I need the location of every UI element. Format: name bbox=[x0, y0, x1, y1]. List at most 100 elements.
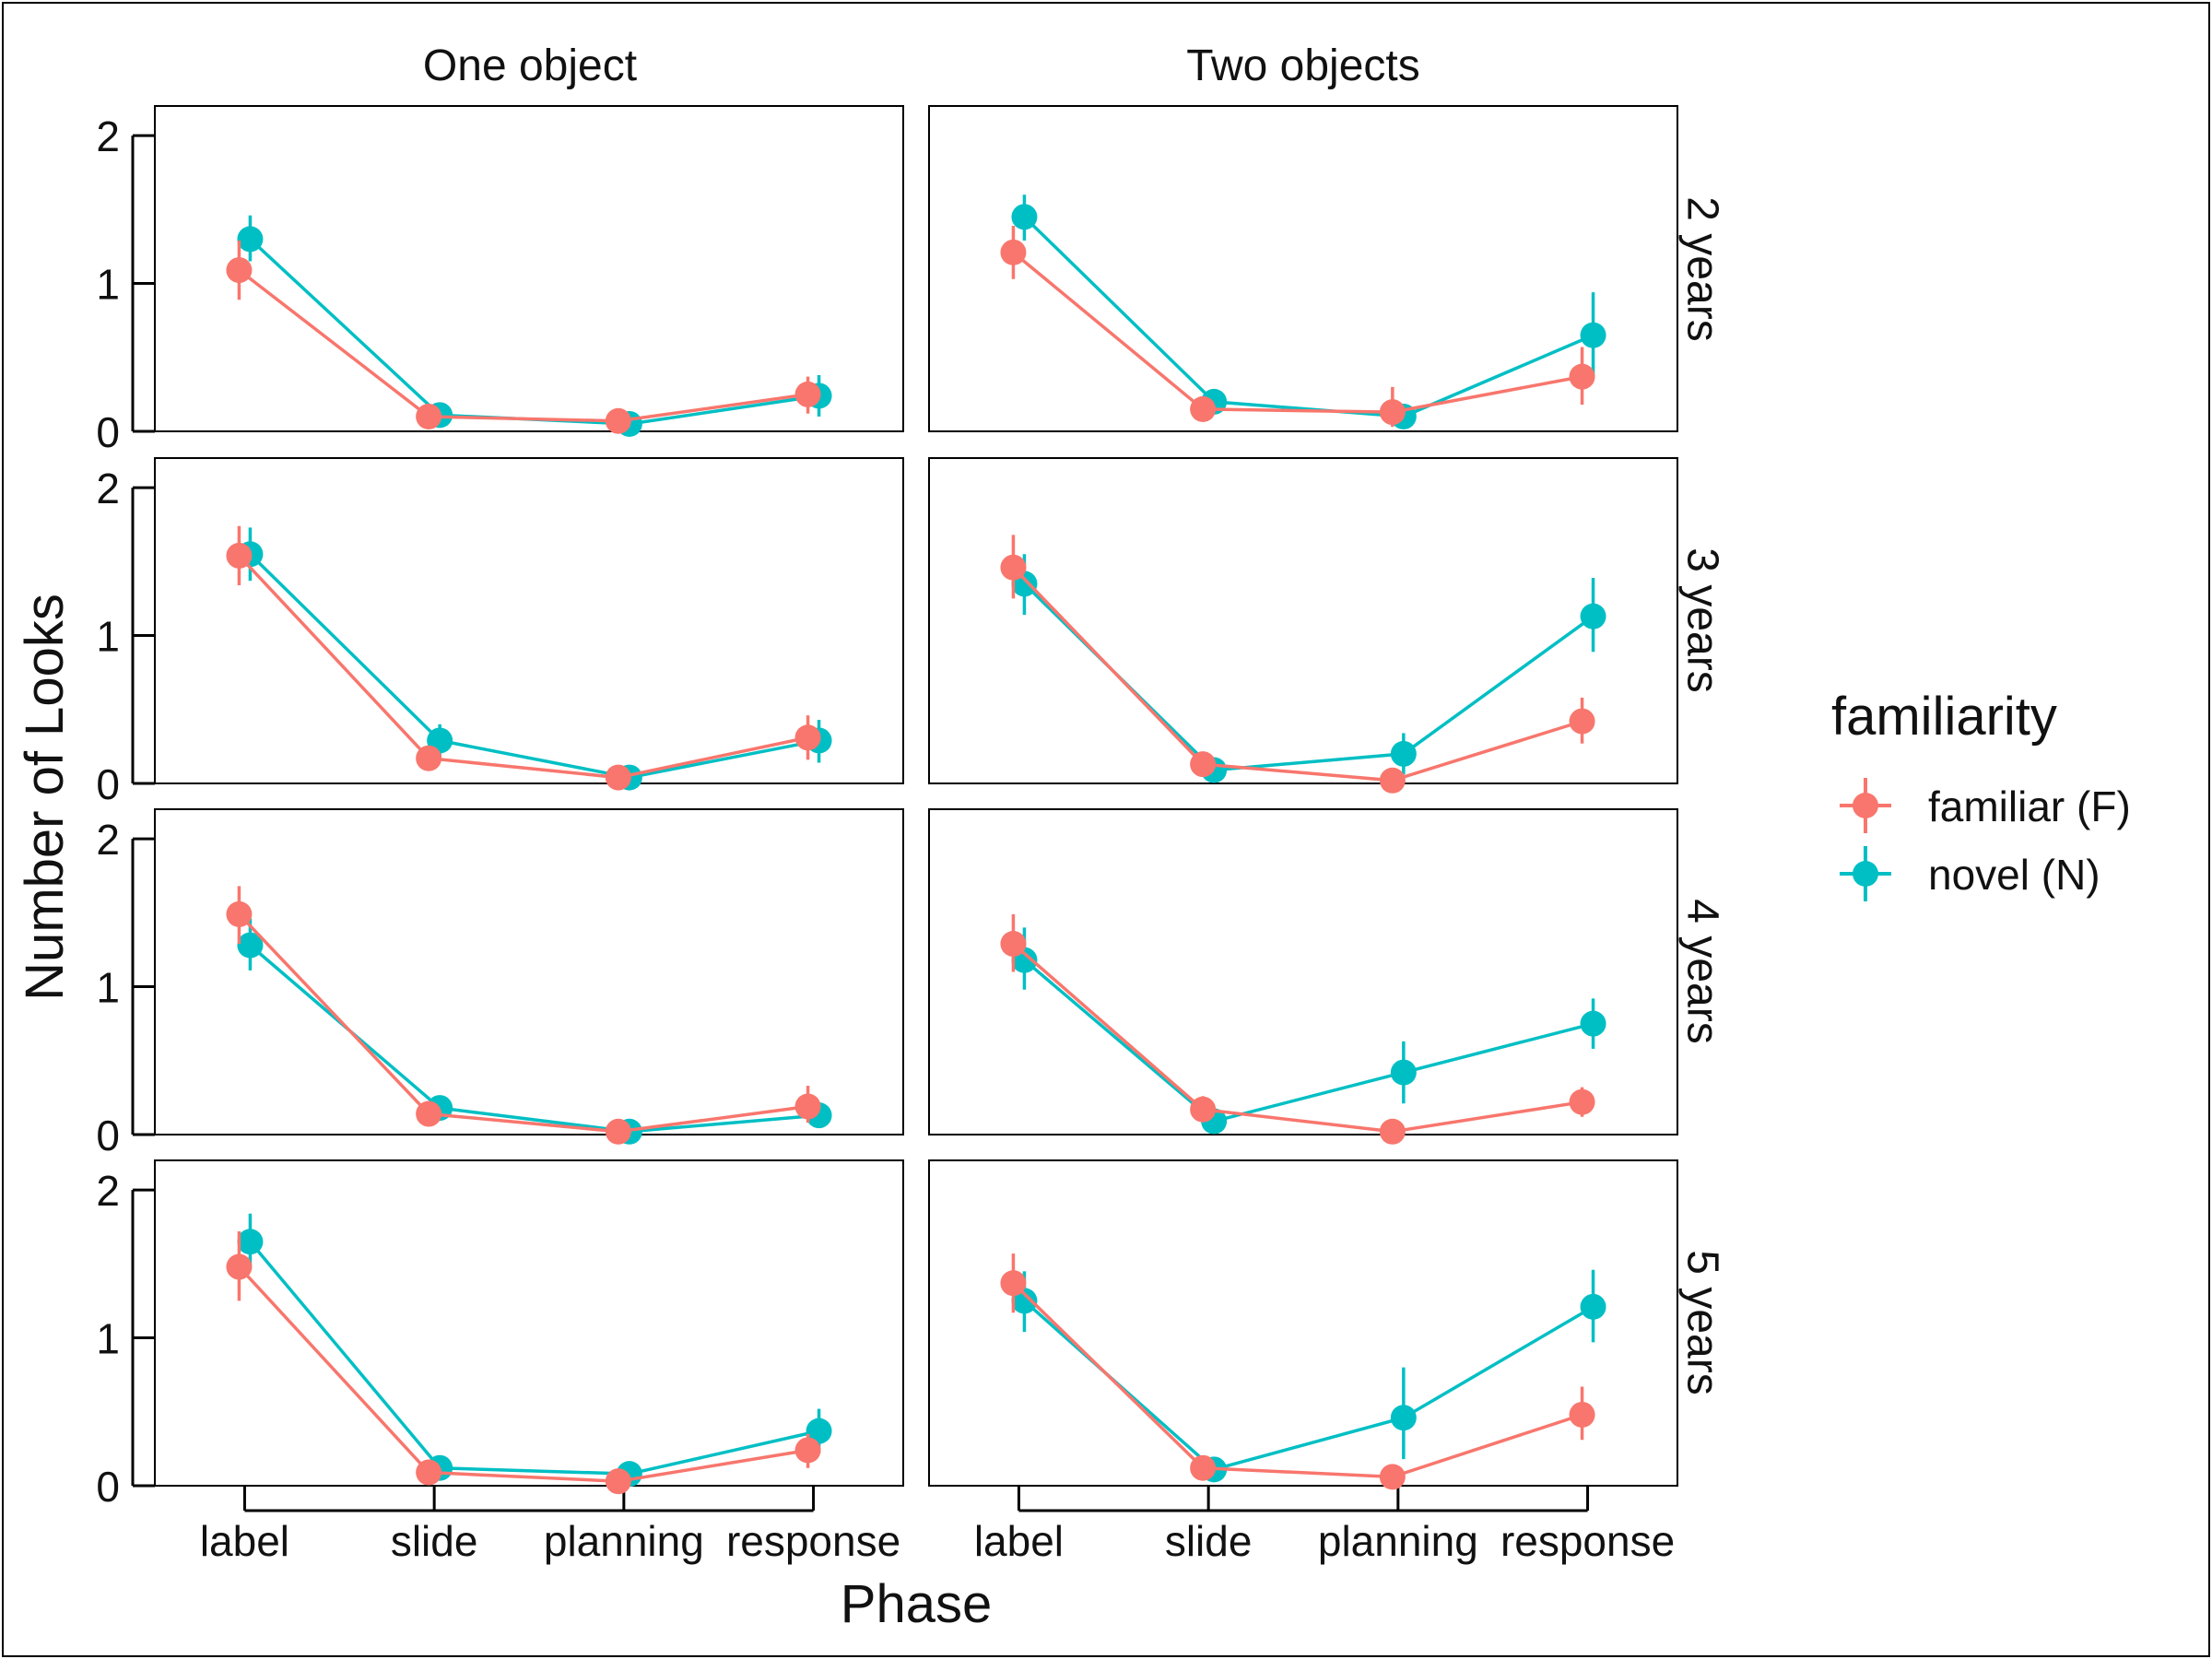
y-tick-label: 1 bbox=[96, 613, 120, 661]
data-point bbox=[1379, 1118, 1406, 1145]
x-tick-label: planning bbox=[544, 1517, 704, 1565]
data-point bbox=[1569, 1401, 1595, 1428]
facet-row-label-5-years: 5 years bbox=[1677, 1250, 1726, 1394]
series-familiar-f bbox=[226, 886, 821, 1145]
panel-one-object-3-years: 0 1 2 bbox=[96, 457, 904, 808]
series-familiar-f bbox=[226, 1231, 821, 1495]
panel-one-object-2-years: 0 1 2 bbox=[96, 105, 904, 456]
data-point bbox=[605, 1468, 631, 1495]
panel-one-object-5-years: 0 1 2 label slide planning response bbox=[96, 1159, 904, 1565]
data-point bbox=[1569, 708, 1595, 735]
legend: familiarity familiar (F) novel (N) bbox=[1831, 687, 2131, 901]
panel-border bbox=[154, 1159, 904, 1487]
panel-two-objects-4-years bbox=[928, 808, 1678, 1145]
legend-key-point bbox=[1853, 793, 1878, 818]
facet-row-label-text: 4 years bbox=[1677, 899, 1726, 1043]
y-tick-label: 0 bbox=[96, 1463, 120, 1511]
series-familiar-f bbox=[1000, 225, 1595, 428]
y-axis-title-text: Number of Looks bbox=[15, 594, 75, 1001]
data-point bbox=[1580, 1010, 1606, 1037]
y-axis-title: Number of Looks bbox=[15, 594, 75, 1001]
data-point bbox=[1000, 931, 1027, 958]
data-point bbox=[1379, 399, 1406, 426]
data-point bbox=[1569, 363, 1595, 390]
y-tick-label: 2 bbox=[96, 1167, 120, 1215]
legend-label-novel: novel (N) bbox=[1928, 851, 2100, 899]
x-tick-label: slide bbox=[391, 1517, 478, 1565]
x-tick-label: label bbox=[974, 1517, 1064, 1565]
x-tick-label: label bbox=[200, 1517, 289, 1565]
data-point bbox=[237, 932, 264, 959]
panel-one-object-4-years: 0 1 2 bbox=[96, 808, 904, 1159]
panel-two-objects-2-years bbox=[928, 105, 1678, 432]
series-familiar-f bbox=[1000, 1253, 1595, 1490]
series-line bbox=[1023, 959, 1594, 1124]
data-point bbox=[794, 1093, 821, 1120]
series-line bbox=[238, 268, 808, 423]
panel-border bbox=[154, 808, 904, 1135]
data-point bbox=[1011, 204, 1038, 230]
data-point bbox=[416, 1459, 442, 1486]
data-point bbox=[1000, 554, 1027, 581]
series-line bbox=[238, 554, 808, 780]
series-line bbox=[1012, 566, 1583, 782]
data-point bbox=[1580, 603, 1606, 629]
series-line bbox=[238, 1265, 808, 1483]
series-familiar-f bbox=[1000, 913, 1595, 1145]
data-point bbox=[237, 226, 264, 253]
y-tick-label: 1 bbox=[96, 1315, 120, 1363]
data-point bbox=[1000, 239, 1027, 265]
series-familiar-f bbox=[226, 525, 821, 791]
x-axis-title: Phase bbox=[841, 1574, 992, 1634]
y-tick-label: 2 bbox=[96, 816, 120, 864]
data-point bbox=[794, 1437, 821, 1464]
series-line bbox=[1012, 1281, 1583, 1479]
panel-border bbox=[928, 457, 1678, 784]
data-point bbox=[794, 381, 821, 407]
x-tick-label: response bbox=[726, 1517, 900, 1565]
data-point bbox=[1390, 1059, 1417, 1086]
data-point bbox=[1569, 1088, 1595, 1115]
series-line bbox=[1012, 251, 1583, 414]
data-point bbox=[416, 403, 442, 429]
facet-column-label-two-objects: Two objects bbox=[1186, 41, 1419, 90]
data-point bbox=[605, 407, 631, 434]
panel-border bbox=[154, 457, 904, 784]
data-point bbox=[1390, 740, 1417, 767]
panel-two-objects-5-years: label slide planning response bbox=[928, 1159, 1678, 1565]
facet-row-label-text: 2 years bbox=[1677, 196, 1726, 341]
y-tick-label: 0 bbox=[96, 1112, 120, 1159]
data-point bbox=[1190, 1454, 1217, 1481]
series-familiar-f bbox=[1000, 535, 1595, 794]
y-tick-label: 2 bbox=[96, 465, 120, 512]
series-line bbox=[1023, 216, 1594, 418]
series-familiar-f bbox=[226, 241, 821, 434]
facet-row-label-3-years: 3 years bbox=[1677, 547, 1726, 692]
legend-key-novel bbox=[1840, 846, 1891, 901]
y-tick-label: 2 bbox=[96, 112, 120, 160]
panel-border bbox=[928, 1159, 1678, 1487]
data-point bbox=[1190, 751, 1217, 778]
data-point bbox=[226, 542, 253, 569]
data-point bbox=[806, 1418, 832, 1444]
series-line bbox=[249, 553, 819, 780]
data-point bbox=[1000, 1270, 1027, 1297]
data-point bbox=[605, 764, 631, 791]
panel-two-objects-3-years bbox=[928, 457, 1678, 794]
data-point bbox=[1580, 1293, 1606, 1320]
x-tick-label: slide bbox=[1165, 1517, 1253, 1565]
data-point bbox=[226, 257, 253, 284]
facet-row-label-text: 3 years bbox=[1677, 547, 1726, 692]
data-point bbox=[1390, 1405, 1417, 1431]
y-tick-label: 0 bbox=[96, 408, 120, 456]
data-point bbox=[237, 1229, 264, 1255]
data-point bbox=[1379, 767, 1406, 794]
y-tick-label: 1 bbox=[96, 964, 120, 1012]
data-point bbox=[226, 1253, 253, 1280]
legend-label-familiar: familiar (F) bbox=[1928, 782, 2131, 830]
facet-row-label-4-years: 4 years bbox=[1677, 899, 1726, 1043]
